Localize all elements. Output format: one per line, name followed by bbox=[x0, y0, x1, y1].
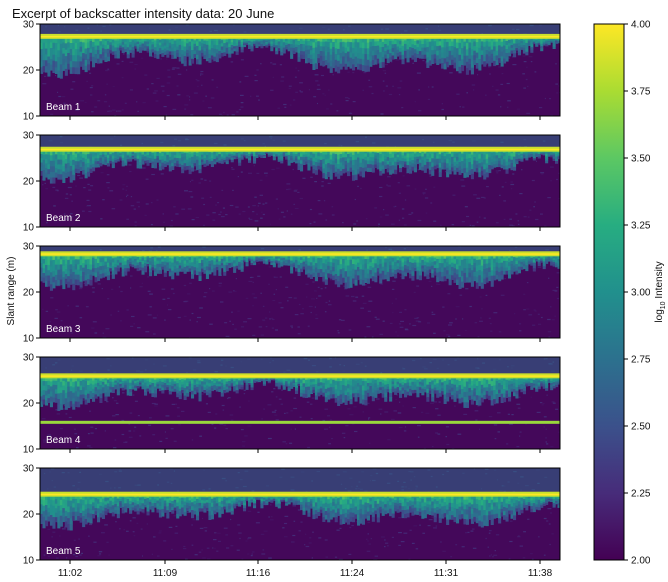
colorbar-gradient bbox=[594, 24, 624, 560]
colorbar-label: log10 Intensity bbox=[654, 261, 667, 322]
y-tick-label: 10 bbox=[23, 112, 35, 123]
colorbar-tick-label: 2.00 bbox=[631, 556, 651, 567]
intensity-field bbox=[40, 24, 560, 116]
y-tick-label: 20 bbox=[23, 510, 35, 521]
y-tick-label: 10 bbox=[23, 334, 35, 345]
x-axis-ticks: 11:02 11:09 11:16 11:24 11:31 11:38 bbox=[58, 568, 553, 579]
beam-panel-5: 30 20 10 Beam 5 bbox=[23, 464, 561, 567]
colorbar-tick-label: 3.75 bbox=[631, 87, 651, 98]
y-tick-label: 20 bbox=[23, 399, 35, 410]
y-tick-label: 20 bbox=[23, 177, 35, 188]
y-axis-label: Slant range (m) bbox=[6, 257, 17, 326]
colorbar-tick-label: 2.25 bbox=[631, 489, 651, 500]
beam-panel-1: 30 20 10 Beam 1 bbox=[23, 20, 561, 123]
intensity-field bbox=[40, 357, 560, 449]
colorbar-tick-label: 3.50 bbox=[631, 154, 651, 165]
colorbar-tick-label: 3.00 bbox=[631, 288, 651, 299]
y-tick-label: 10 bbox=[23, 556, 35, 567]
intensity-field bbox=[40, 135, 560, 227]
y-tick-label: 20 bbox=[23, 288, 35, 299]
y-tick-label: 30 bbox=[23, 353, 35, 364]
beam-panel-3: 30 20 10 Beam 3 bbox=[23, 242, 561, 345]
beam-label: Beam 1 bbox=[46, 102, 81, 113]
x-tick-label: 11:38 bbox=[528, 568, 553, 579]
beam-label: Beam 5 bbox=[46, 546, 81, 557]
x-tick-label: 11:09 bbox=[153, 568, 178, 579]
y-tick-label: 20 bbox=[23, 66, 35, 77]
y-tick-label: 30 bbox=[23, 242, 35, 253]
beam-panels: 30 20 10 Beam 1 30 20 10 Beam 2 30 20 10 Beam 3 30 20… bbox=[23, 20, 561, 567]
colorbar-tick-label: 3.25 bbox=[631, 221, 651, 232]
intensity-field bbox=[40, 246, 560, 338]
beam-label: Beam 3 bbox=[46, 324, 81, 335]
y-tick-label: 10 bbox=[23, 445, 35, 456]
y-tick-label: 30 bbox=[23, 20, 35, 31]
x-tick-label: 11:24 bbox=[340, 568, 365, 579]
colorbar: 2.00 2.25 2.50 2.75 3.00 3.25 3.50 3.75 4.00 log1… bbox=[593, 20, 667, 567]
y-tick-label: 30 bbox=[23, 464, 35, 475]
intensity-field bbox=[40, 468, 560, 560]
colorbar-tick-label: 2.50 bbox=[631, 422, 651, 433]
colorbar-tick-label: 2.75 bbox=[631, 355, 651, 366]
y-tick-label: 10 bbox=[23, 223, 35, 234]
x-tick-label: 11:02 bbox=[58, 568, 83, 579]
y-tick-label: 30 bbox=[23, 131, 35, 142]
beam-label: Beam 4 bbox=[46, 435, 81, 446]
x-tick-label: 11:16 bbox=[246, 568, 271, 579]
beam-label: Beam 2 bbox=[46, 213, 81, 224]
beam-panel-4: 30 20 10 Beam 4 bbox=[23, 353, 561, 456]
beam-panel-2: 30 20 10 Beam 2 bbox=[23, 131, 561, 234]
colorbar-tick-label: 4.00 bbox=[631, 20, 651, 31]
x-tick-label: 11:31 bbox=[434, 568, 459, 579]
chart-title: Excerpt of backscatter intensity data: 2… bbox=[12, 6, 274, 21]
